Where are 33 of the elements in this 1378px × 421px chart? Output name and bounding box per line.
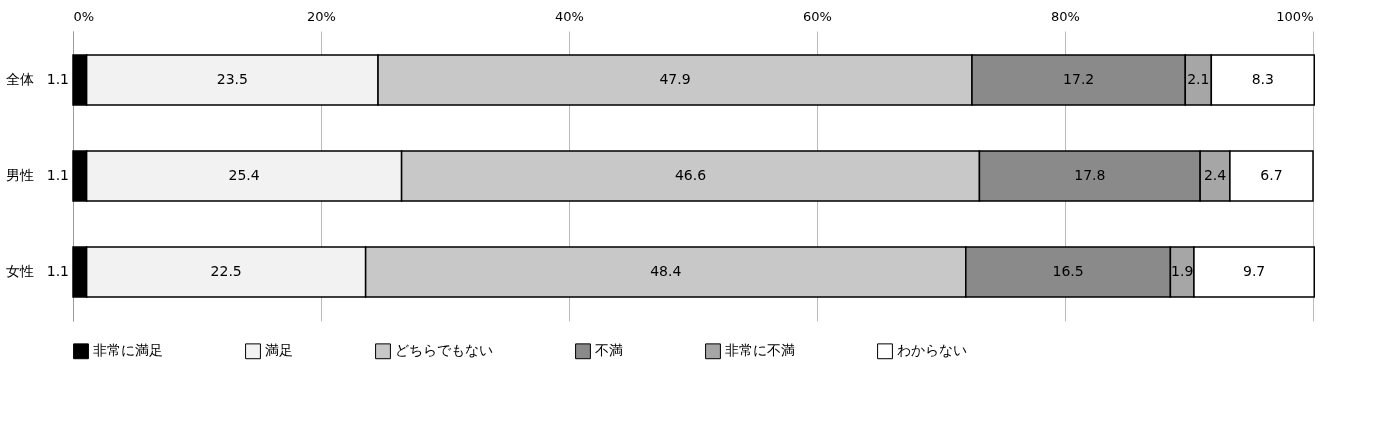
legend-label: 非常に満足 bbox=[93, 342, 163, 359]
data-label: 2.4 bbox=[1203, 167, 1227, 183]
y-tick-label: 男性 bbox=[5, 167, 34, 183]
legend-label: 非常に不満 bbox=[725, 342, 795, 359]
data-label: 17.8 bbox=[1074, 167, 1106, 183]
y-tick-label: 女性 bbox=[5, 263, 34, 280]
data-label: 16.5 bbox=[1052, 263, 1084, 280]
data-label: 6.7 bbox=[1260, 167, 1283, 183]
data-label: 22.5 bbox=[210, 263, 242, 280]
data-label: 1.1 bbox=[46, 167, 69, 183]
legend-label: 満足 bbox=[265, 342, 293, 359]
data-label: 1.1 bbox=[46, 70, 69, 87]
data-label: 17.2 bbox=[1063, 70, 1095, 87]
data-label: 1.1 bbox=[46, 263, 69, 280]
data-label: 25.4 bbox=[228, 167, 260, 183]
data-label: 2.1 bbox=[1187, 70, 1210, 87]
data-label: 1.9 bbox=[1171, 263, 1194, 280]
x-tick-label: 20% bbox=[307, 8, 336, 24]
legend-label: わからない bbox=[897, 342, 967, 359]
legend-label: どちらでもない bbox=[395, 342, 493, 359]
x-tick-label: 100% bbox=[1276, 8, 1314, 24]
data-label: 47.9 bbox=[659, 70, 691, 87]
data-label: 23.5 bbox=[216, 70, 248, 87]
legend-label: 不満 bbox=[595, 342, 623, 359]
x-tick-label: 80% bbox=[1051, 8, 1080, 24]
data-label: 9.7 bbox=[1242, 263, 1266, 280]
x-tick-label: 0% bbox=[73, 8, 95, 24]
data-label: 46.6 bbox=[674, 167, 707, 183]
x-tick-label: 40% bbox=[555, 8, 584, 24]
data-label: 8.3 bbox=[1251, 70, 1274, 87]
x-tick-label: 60% bbox=[803, 8, 832, 24]
y-tick-label: 全体 bbox=[5, 70, 34, 87]
data-label: 48.4 bbox=[650, 263, 682, 280]
